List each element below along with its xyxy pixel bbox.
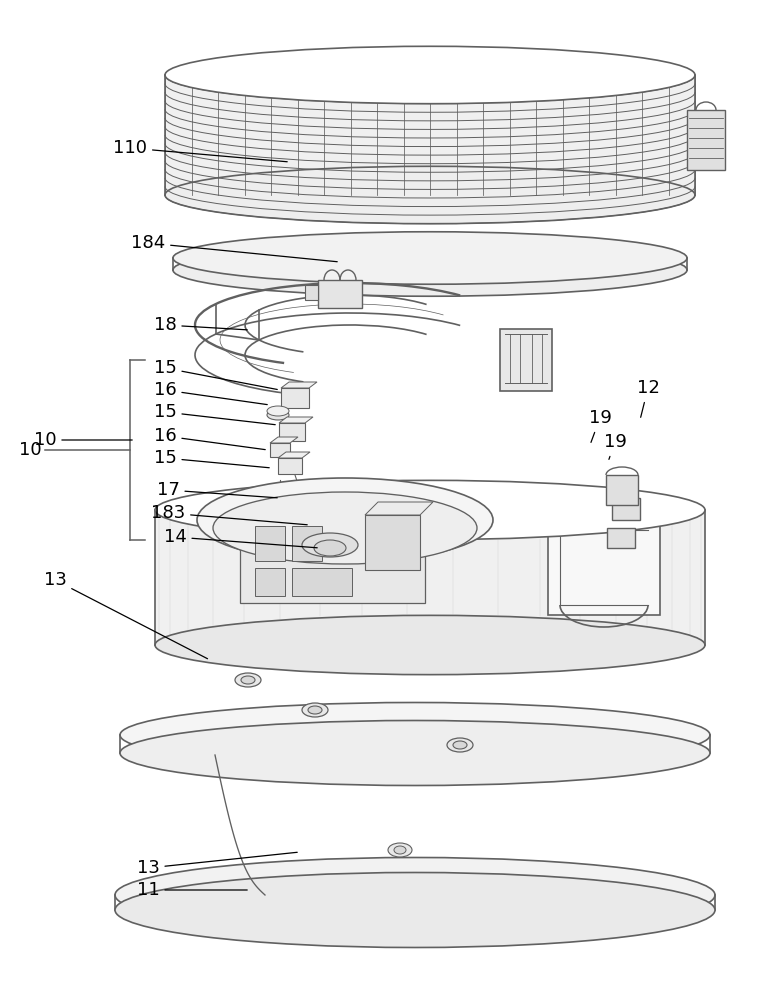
Text: 183: 183 (151, 504, 307, 525)
Polygon shape (165, 75, 695, 220)
Text: 14: 14 (164, 528, 317, 548)
Polygon shape (318, 280, 362, 308)
Text: 12: 12 (636, 379, 660, 417)
Ellipse shape (302, 703, 328, 717)
Ellipse shape (165, 166, 695, 224)
Text: 10: 10 (19, 441, 42, 459)
Polygon shape (278, 458, 302, 474)
Polygon shape (500, 329, 552, 391)
Ellipse shape (155, 615, 705, 675)
Text: 15: 15 (154, 403, 275, 425)
Text: 15: 15 (154, 449, 269, 468)
Polygon shape (270, 443, 290, 457)
Ellipse shape (173, 232, 687, 284)
Ellipse shape (308, 706, 322, 714)
Ellipse shape (197, 478, 493, 562)
Ellipse shape (394, 846, 406, 854)
Polygon shape (548, 520, 660, 615)
Text: 15: 15 (154, 359, 277, 389)
Ellipse shape (115, 857, 715, 932)
Ellipse shape (120, 702, 710, 768)
Text: 19: 19 (603, 433, 626, 459)
Ellipse shape (267, 406, 289, 416)
Text: 16: 16 (154, 381, 267, 405)
Text: 18: 18 (154, 316, 247, 334)
Ellipse shape (447, 738, 473, 752)
Text: 19: 19 (588, 409, 611, 442)
Ellipse shape (314, 540, 346, 556)
Polygon shape (281, 388, 309, 408)
Polygon shape (292, 526, 322, 561)
Polygon shape (165, 75, 695, 195)
Polygon shape (612, 498, 640, 520)
Ellipse shape (235, 673, 261, 687)
Text: 13: 13 (136, 852, 298, 877)
Polygon shape (365, 502, 433, 515)
Ellipse shape (453, 741, 467, 749)
Polygon shape (305, 285, 318, 300)
Polygon shape (281, 382, 317, 388)
Ellipse shape (302, 533, 358, 557)
Ellipse shape (241, 676, 255, 684)
Polygon shape (240, 518, 425, 603)
Polygon shape (255, 526, 285, 561)
Polygon shape (607, 528, 635, 548)
Polygon shape (606, 475, 638, 505)
Ellipse shape (388, 843, 412, 857)
Polygon shape (279, 423, 305, 441)
Ellipse shape (165, 46, 695, 104)
Ellipse shape (267, 410, 289, 420)
Ellipse shape (155, 480, 705, 540)
Polygon shape (279, 417, 313, 423)
Ellipse shape (173, 244, 687, 296)
Text: 17: 17 (157, 481, 277, 499)
Text: 110: 110 (113, 139, 287, 162)
Text: 13: 13 (43, 571, 208, 659)
Text: 11: 11 (137, 881, 247, 899)
Text: 184: 184 (131, 234, 337, 262)
Text: 16: 16 (154, 427, 266, 450)
Polygon shape (365, 515, 420, 570)
Ellipse shape (213, 492, 477, 564)
Polygon shape (270, 437, 298, 443)
Polygon shape (155, 510, 705, 645)
Ellipse shape (115, 872, 715, 948)
Polygon shape (687, 110, 725, 170)
Ellipse shape (120, 720, 710, 786)
Polygon shape (278, 452, 310, 458)
Text: 10: 10 (33, 431, 132, 449)
Polygon shape (255, 568, 285, 596)
Polygon shape (292, 568, 352, 596)
